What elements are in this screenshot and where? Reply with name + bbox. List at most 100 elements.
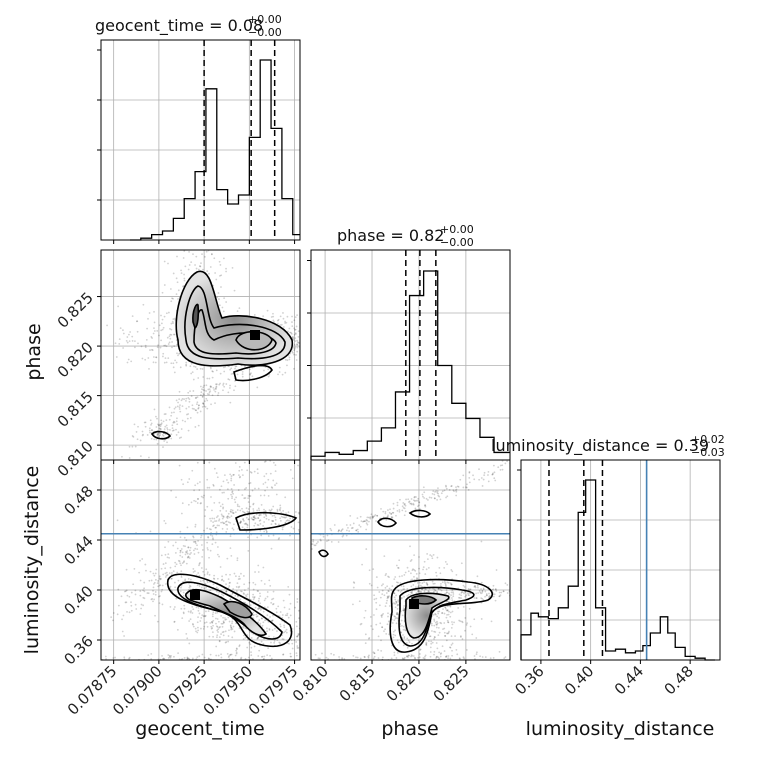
sample-point [435, 574, 438, 577]
sample-point [229, 624, 232, 627]
sample-point [373, 652, 376, 655]
sample-point [459, 635, 462, 638]
sample-point [271, 619, 273, 622]
sample-point [293, 327, 296, 330]
sample-point [250, 471, 253, 474]
sample-point [288, 593, 291, 596]
sample-point [175, 293, 178, 296]
sample-point [427, 499, 429, 501]
panel-frame [520, 459, 721, 661]
sample-point [139, 455, 142, 458]
sample-point [297, 632, 300, 635]
sample-point [318, 363, 320, 365]
sample-point [453, 490, 455, 493]
sample-point [397, 589, 400, 592]
sample-point [297, 330, 300, 333]
sample-point [232, 372, 234, 375]
sample-point [180, 586, 182, 589]
sample-point [208, 573, 211, 576]
sample-point [304, 549, 306, 551]
sample-point [195, 409, 198, 412]
sample-point [158, 434, 161, 437]
sample-point [398, 510, 401, 513]
sample-point [400, 619, 403, 622]
sample-point [124, 590, 127, 593]
sample-point [313, 633, 315, 635]
sample-point [425, 643, 427, 646]
sample-point [246, 510, 249, 513]
sample-point [248, 377, 251, 380]
sample-point [262, 315, 265, 318]
sample-point [426, 558, 429, 561]
sample-point [130, 609, 133, 612]
sample-point [257, 621, 260, 624]
sample-point [248, 495, 251, 497]
sample-point [457, 596, 460, 599]
sample-point [360, 622, 363, 625]
sample-point [254, 487, 256, 490]
sample-point [270, 657, 273, 660]
sample-point [491, 588, 494, 591]
sample-point [276, 630, 278, 632]
sample-point [126, 336, 129, 338]
sample-point [285, 628, 288, 631]
sample-point [257, 655, 260, 657]
sample-point [290, 332, 293, 335]
sample-point [225, 657, 227, 659]
sample-point [390, 589, 393, 591]
sample-point [275, 611, 278, 614]
sample-point [305, 338, 307, 340]
sample-point [219, 382, 221, 385]
sample-point [203, 587, 206, 590]
sample-point [385, 602, 388, 604]
sample-point [183, 398, 186, 401]
sample-point [157, 344, 159, 347]
sample-point [173, 581, 176, 584]
sample-point [216, 577, 219, 580]
sample-point [502, 590, 505, 593]
sample-point [134, 603, 137, 606]
sample-point [405, 498, 407, 501]
sample-point [327, 353, 329, 355]
sample-point [295, 354, 297, 356]
sample-point [231, 592, 234, 595]
sample-point [223, 522, 226, 525]
sample-point [531, 582, 533, 584]
sample-point [372, 657, 375, 660]
sample-point [223, 621, 225, 624]
sample-point [511, 467, 513, 469]
sample-point [199, 580, 202, 583]
sample-point [384, 586, 387, 589]
sample-point [435, 642, 438, 644]
y-axis-label: phase [23, 323, 45, 380]
sample-point [150, 423, 152, 426]
sample-point [436, 491, 439, 494]
sample-point [128, 457, 131, 459]
sample-point [260, 504, 263, 506]
sample-point [221, 503, 224, 506]
sample-point [406, 655, 409, 657]
sample-point [294, 346, 297, 349]
sample-point [516, 595, 518, 597]
sample-point [518, 585, 520, 587]
sample-point [155, 415, 157, 418]
sample-point [452, 591, 455, 594]
sample-point [274, 464, 277, 466]
sample-point [312, 539, 315, 541]
sample-point [408, 500, 411, 503]
sample-point [257, 564, 260, 567]
sample-point [406, 588, 409, 590]
sample-point [222, 580, 225, 582]
sample-point [183, 250, 186, 252]
sample-point [417, 497, 420, 500]
sample-point [293, 343, 296, 346]
sample-point [402, 502, 405, 504]
sample-point [117, 604, 120, 607]
sample-point [418, 504, 420, 507]
sample-point [387, 590, 390, 592]
sample-point [444, 560, 447, 563]
sample-point [340, 642, 342, 644]
sample-point [170, 437, 173, 440]
sample-point [458, 657, 461, 660]
sample-point [452, 595, 455, 598]
